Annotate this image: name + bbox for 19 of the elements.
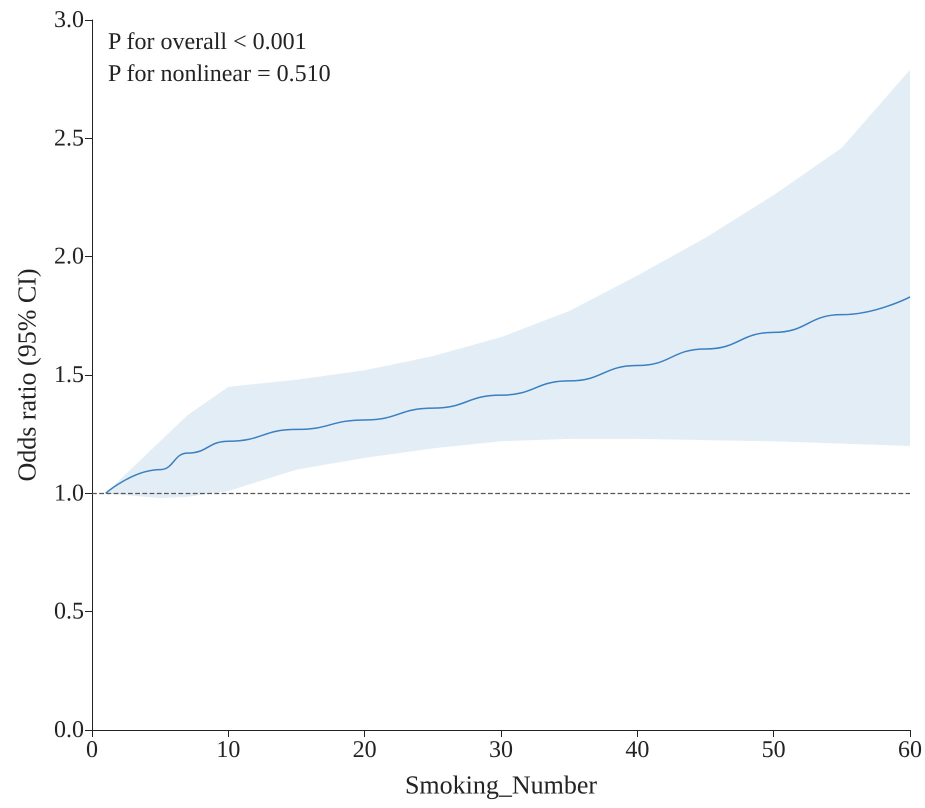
x-axis-title: Smoking_Number (404, 770, 598, 800)
y-tick-label: 1.5 (54, 362, 84, 388)
x-tick-label: 60 (898, 737, 922, 763)
x-tick-label: 30 (489, 737, 513, 763)
y-tick-label: 2.0 (54, 244, 84, 270)
y-tick-label: 1.0 (54, 480, 84, 506)
y-tick-label: 2.5 (54, 125, 84, 152)
y-tick-label: 0.0 (54, 717, 84, 743)
x-tick-label: 10 (216, 737, 240, 763)
annotation: P for nonlinear = 0.510 (108, 61, 331, 87)
annotation: P for overall < 0.001 (108, 29, 307, 55)
x-tick-label: 50 (762, 737, 786, 763)
x-tick-label: 0 (86, 737, 98, 763)
y-axis-title: Odds ratio (95% CI) (12, 268, 42, 482)
y-tick-label: 3.0 (54, 7, 84, 33)
x-tick-label: 20 (352, 737, 377, 763)
line-series (104, 296, 911, 494)
y-tick-label: 0.5 (54, 598, 84, 625)
x-tick-label: 40 (625, 737, 650, 763)
